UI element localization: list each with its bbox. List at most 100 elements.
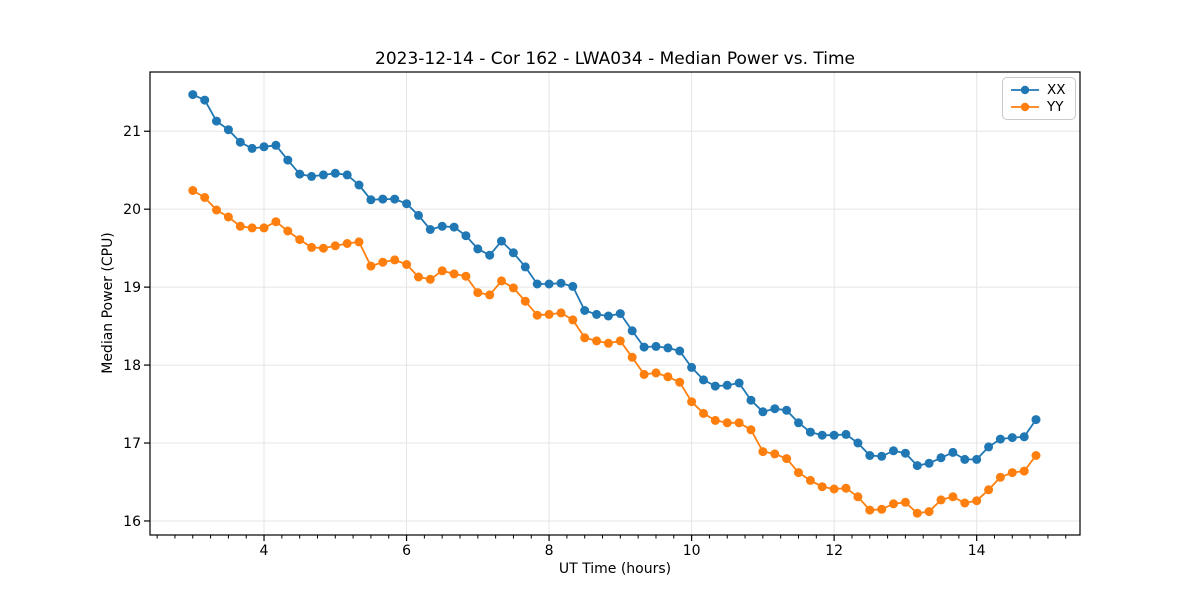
chart-title: 2023-12-14 - Cor 162 - LWA034 - Median P…: [375, 49, 855, 69]
data-point: [853, 492, 863, 502]
y-tick-label: 16: [123, 514, 141, 530]
data-point: [497, 236, 506, 246]
data-point: [544, 309, 554, 319]
data-point: [235, 221, 245, 231]
data-point: [734, 418, 744, 428]
data-point: [889, 499, 898, 509]
y-tick-label: 20: [123, 202, 141, 218]
data-point: [520, 296, 530, 306]
legend-item-xx: XX: [1010, 83, 1066, 97]
data-point: [995, 472, 1005, 482]
data-point: [853, 438, 863, 448]
data-point: [568, 315, 578, 325]
data-point: [651, 368, 661, 378]
data-point: [461, 231, 471, 241]
data-point: [829, 430, 839, 440]
data-point: [924, 458, 934, 468]
data-point: [699, 408, 708, 418]
data-point: [342, 239, 352, 248]
data-point: [722, 380, 732, 390]
data-point: [402, 199, 412, 209]
data-point: [924, 507, 934, 517]
x-axis-label: UT Time (hours): [559, 561, 671, 577]
data-point: [663, 372, 673, 382]
data-point: [508, 248, 518, 258]
data-point: [805, 427, 815, 437]
data-point: [390, 194, 400, 204]
data-point: [948, 447, 958, 457]
data-point: [414, 272, 423, 282]
x-tick-label: 4: [260, 543, 269, 559]
data-point: [699, 375, 708, 385]
data-point: [794, 468, 803, 478]
data-point: [295, 169, 305, 179]
data-point: [995, 434, 1005, 444]
y-tick-label: 17: [123, 436, 141, 452]
y-tick-label: 21: [123, 124, 141, 140]
data-point: [212, 205, 221, 215]
data-point: [675, 377, 685, 387]
data-point: [615, 309, 625, 319]
data-point: [627, 352, 637, 362]
y-tick-label: 19: [123, 280, 141, 296]
grid-layer: [150, 72, 1080, 535]
data-point: [580, 333, 590, 343]
data-point: [960, 498, 970, 508]
data-point: [972, 454, 982, 464]
data-point: [900, 448, 910, 458]
data-point: [532, 310, 542, 320]
legend: XX YY: [1002, 77, 1076, 120]
data-point: [330, 168, 340, 178]
x-tick-label: 10: [683, 543, 701, 559]
data-point: [1019, 466, 1029, 476]
data-point: [794, 418, 803, 428]
data-point: [758, 407, 768, 417]
data-point: [805, 475, 815, 485]
data-point: [283, 155, 293, 165]
data-point: [437, 221, 447, 231]
data-point: [259, 142, 269, 152]
x-tick-label: 14: [968, 543, 986, 559]
data-point: [746, 395, 756, 405]
data-point: [485, 290, 495, 300]
y-tick-label: 18: [123, 358, 141, 374]
data-point: [271, 217, 281, 227]
y-axis-label: Median Power (CPU): [100, 232, 116, 374]
data-point: [449, 222, 459, 232]
data-point: [247, 223, 257, 233]
plot-border: [149, 71, 1081, 536]
data-point: [651, 341, 661, 351]
data-point: [366, 261, 376, 271]
data-point: [425, 274, 435, 284]
data-point: [318, 170, 328, 180]
data-point: [710, 415, 720, 425]
data-point: [592, 309, 602, 319]
data-point: [615, 336, 625, 346]
data-point: [758, 447, 768, 457]
data-point: [235, 137, 245, 147]
data-point: [532, 279, 542, 289]
data-point: [271, 140, 281, 150]
data-point: [722, 418, 732, 428]
data-point: [247, 143, 257, 153]
data-point: [200, 95, 210, 105]
data-point: [354, 180, 364, 190]
data-point: [639, 369, 649, 379]
data-point: [188, 186, 198, 195]
x-tick-label: 6: [402, 543, 411, 559]
series-line-yy: [192, 189, 1037, 515]
data-point: [936, 453, 946, 463]
tick-layer: 4 6 8 10 12 14 16 17 18 19 20 21: [123, 124, 1067, 559]
data-point: [212, 116, 221, 126]
data-point: [829, 484, 839, 494]
data-point: [414, 210, 423, 220]
data-point: [556, 308, 566, 318]
data-point: [580, 306, 590, 315]
data-point: [307, 242, 317, 252]
x-tick-label: 12: [825, 543, 843, 559]
legend-label: YY: [1047, 99, 1064, 115]
data-point: [390, 255, 400, 265]
legend-swatch-icon: [1011, 85, 1039, 95]
data-point: [1031, 451, 1041, 460]
